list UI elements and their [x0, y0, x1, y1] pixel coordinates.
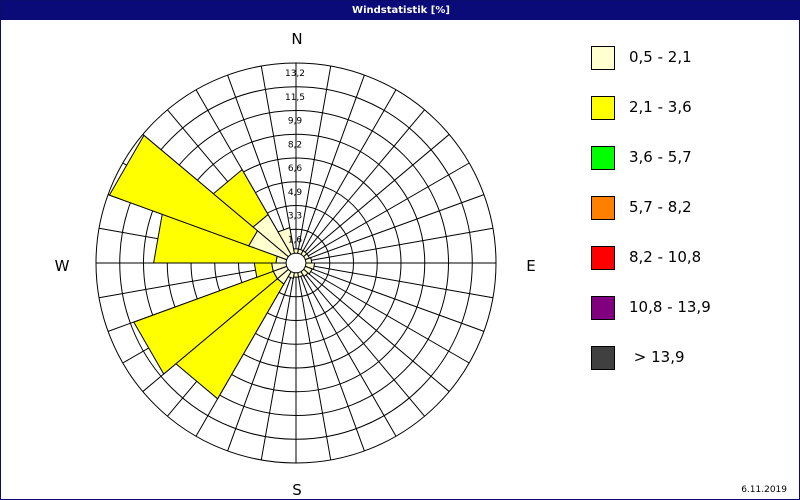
grid-spoke: [300, 271, 397, 437]
radial-tick-label: 3,3: [288, 212, 302, 222]
legend-swatch: [591, 346, 615, 370]
petal-320-class-1: [212, 168, 269, 228]
grid-spoke: [98, 264, 287, 299]
legend-item: 2,1 - 3,6: [591, 96, 791, 146]
petal-300-class-1: [108, 134, 259, 247]
radial-tick-label: 1,6: [288, 235, 303, 245]
legend-item: 10,8 - 13,9: [591, 296, 791, 346]
grid-spoke: [298, 272, 365, 452]
legend-label: 2,1 - 3,6: [629, 98, 692, 116]
legend-label: 10,8 - 13,9: [629, 298, 711, 316]
grid-spoke: [305, 227, 494, 262]
legend-label: > 13,9: [629, 348, 685, 366]
radial-tick-label: 11,5: [285, 93, 305, 103]
legend-swatch: [591, 296, 615, 320]
grid-spoke: [305, 264, 494, 299]
radial-tick-label: 4,9: [288, 188, 303, 198]
grid-spoke: [302, 109, 425, 256]
petal-120-class-0: [303, 265, 313, 275]
grid-spoke: [297, 272, 332, 461]
grid-spoke: [227, 74, 294, 254]
wind-rose-chart: N E S W 1,6 3,3 4,9 6,6 8,2 9,9 11,5 13,2: [55, 30, 536, 499]
radial-tick-label: 13,2: [285, 69, 305, 79]
radial-tick-label: 9,9: [288, 117, 303, 127]
footer-date: 6.11.2019: [741, 485, 787, 495]
legend-item: 3,6 - 5,7: [591, 146, 791, 196]
legend-item: > 13,9: [591, 346, 791, 396]
compass-north-label: N: [291, 30, 302, 48]
petal-100-class-0: [304, 262, 316, 271]
legend-item: 8,2 - 10,8: [591, 246, 791, 296]
compass-south-label: S: [292, 481, 302, 499]
legend-label: 5,7 - 8,2: [629, 198, 692, 216]
legend-label: 0,5 - 2,1: [629, 48, 692, 66]
legend-swatch: [591, 146, 615, 170]
grid-spoke: [303, 269, 450, 392]
grid-spoke: [302, 270, 425, 417]
legend-swatch: [591, 96, 615, 120]
chart-labels: N E S W 1,6 3,3 4,9 6,6 8,2 9,9 11,5 13,2: [55, 30, 536, 499]
legend-swatch: [591, 246, 615, 270]
radial-tick-label: 8,2: [288, 140, 302, 150]
petal-240-class-1: [133, 270, 278, 375]
compass-east-label: E: [526, 257, 535, 275]
legend-item: 5,7 - 8,2: [591, 196, 791, 246]
grid-spoke: [304, 267, 470, 364]
speed-legend: 0,5 - 2,1 2,1 - 3,6 3,6 - 5,7 5,7 - 8,2 8,2 …: [591, 46, 791, 396]
compass-west-label: W: [55, 257, 70, 275]
radial-tick-label: 6,6: [288, 164, 303, 174]
grid-spoke: [305, 194, 485, 261]
petal-140-class-0: [300, 268, 309, 278]
grid-spoke: [303, 134, 450, 257]
grid-spoke: [305, 265, 485, 332]
grid-spoke: [297, 65, 332, 254]
legend-item: 0,5 - 2,1: [591, 46, 791, 96]
petal-340-class-0: [277, 226, 295, 255]
legend-swatch: [591, 46, 615, 70]
grid-spoke: [304, 162, 470, 259]
grid-spoke: [260, 272, 295, 461]
legend-label: 3,6 - 5,7: [629, 148, 692, 166]
grid-spoke: [260, 65, 295, 254]
grid-spoke: [298, 74, 365, 254]
legend-swatch: [591, 196, 615, 220]
grid-spoke: [300, 89, 397, 255]
legend-label: 8,2 - 10,8: [629, 248, 702, 266]
chart-title: Windstatistik [%]: [1, 1, 800, 20]
grid-spoke: [227, 272, 294, 452]
wind-petals: [108, 134, 316, 400]
